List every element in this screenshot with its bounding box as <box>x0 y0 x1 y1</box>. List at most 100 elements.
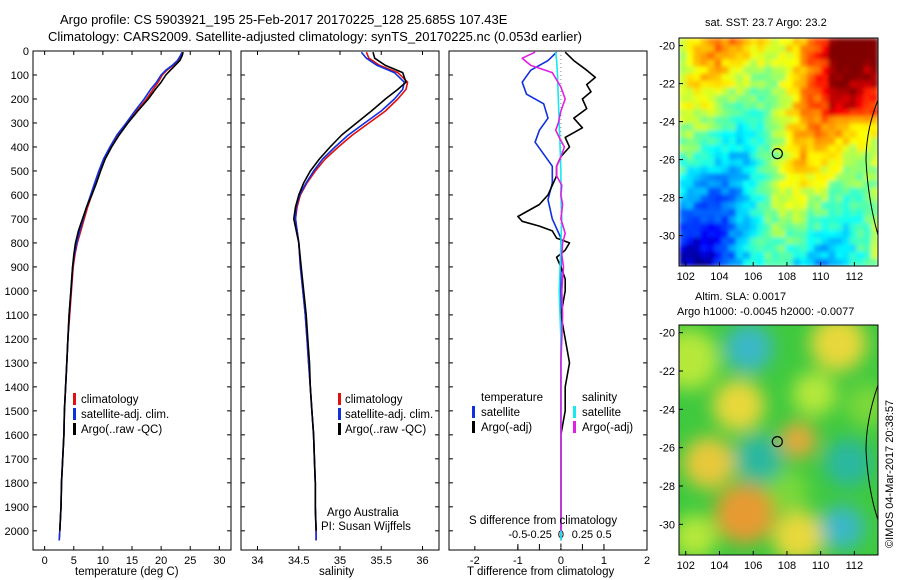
sst-cell <box>714 258 723 266</box>
sst-cell <box>806 166 815 174</box>
map-x-tick-label: 108 <box>778 271 796 283</box>
sst-cell <box>757 152 765 160</box>
sst-cell <box>714 144 723 153</box>
sst-cell <box>735 59 744 68</box>
sst-cell <box>870 223 878 231</box>
sst-cell <box>714 216 723 224</box>
sst-cell <box>742 251 751 260</box>
sst-cell <box>714 116 723 125</box>
sst-cell <box>863 73 872 82</box>
sst-cell <box>764 244 772 253</box>
sst-cell <box>821 80 829 89</box>
sst-cell <box>778 237 787 246</box>
map-y-tick-label: -26 <box>659 443 675 455</box>
sst-cell <box>778 201 787 210</box>
sst-cell <box>764 152 772 160</box>
sst-cell <box>757 159 765 167</box>
sst-cell <box>742 137 751 146</box>
sst-cell <box>721 52 730 60</box>
sst-cell <box>764 109 772 117</box>
sst-cell <box>728 137 737 146</box>
sst-cell <box>764 102 772 110</box>
sst-cell <box>686 116 694 125</box>
sst-cell <box>799 166 808 174</box>
sst-cell <box>700 230 709 239</box>
series-temperature-satellite <box>521 51 562 541</box>
sst-cell <box>742 159 751 167</box>
sst-cell <box>757 66 765 75</box>
sst-cell <box>686 144 694 153</box>
sst-cell <box>721 137 730 146</box>
sla-map-title-line2: Argo h1000: -0.0045 h2000: -0.0077 <box>677 306 854 318</box>
sst-cell <box>863 144 872 153</box>
sst-cell <box>707 216 716 224</box>
sst-cell <box>856 80 865 89</box>
sst-cell <box>707 173 716 182</box>
sst-cell <box>863 66 872 75</box>
sst-cell <box>806 223 815 231</box>
sst-cell <box>735 87 744 96</box>
sst-cell <box>806 194 815 203</box>
sst-cell <box>750 102 758 110</box>
sst-cell <box>714 80 723 89</box>
sst-cell <box>814 209 822 217</box>
sst-cell <box>686 109 694 117</box>
annotation-pi: PI: Susan Wijffels <box>321 521 411 533</box>
sst-cell <box>835 137 844 146</box>
sst-cell <box>863 102 872 110</box>
sst-cell <box>771 244 780 253</box>
sst-cell <box>870 137 878 146</box>
sst-cell <box>806 144 815 153</box>
sst-cell <box>764 66 772 75</box>
sst-cell <box>799 251 808 260</box>
sst-cell <box>785 66 794 75</box>
sst-cell <box>735 244 744 253</box>
sst-cell <box>792 80 801 89</box>
sst-cell <box>764 173 772 182</box>
sst-cell <box>870 194 878 203</box>
sst-cell <box>870 116 878 125</box>
sst-cell <box>693 109 701 117</box>
sst-cell <box>863 87 872 96</box>
sst-cell <box>700 166 709 174</box>
sst-cell <box>707 66 716 75</box>
sst-cell <box>835 123 844 132</box>
sst-cell <box>721 38 730 46</box>
sst-cell <box>814 109 822 117</box>
sst-cell <box>700 159 709 167</box>
sst-cell <box>707 102 716 110</box>
sla-blob <box>679 514 717 555</box>
sst-cell <box>785 123 794 132</box>
sst-cell <box>870 52 878 60</box>
sst-cell <box>842 180 851 189</box>
sst-cell <box>742 73 751 82</box>
legend-swatch-climatology <box>73 393 76 405</box>
sst-cell <box>870 87 878 96</box>
sst-cell <box>778 173 787 182</box>
sst-cell <box>707 251 716 260</box>
sst-cell <box>728 109 737 117</box>
sst-cell <box>735 52 744 60</box>
sst-cell <box>799 201 808 210</box>
sst-cell <box>707 152 716 160</box>
sst-cell <box>814 237 822 246</box>
series-temperature-argo-adj- <box>517 51 597 531</box>
sst-cell <box>785 95 794 103</box>
map-y-tick-label: -20 <box>659 41 675 53</box>
sst-cell <box>707 201 716 210</box>
sst-cell <box>735 237 744 246</box>
sst-cell <box>750 152 758 160</box>
sst-cell <box>856 87 865 96</box>
sst-cell <box>735 102 744 110</box>
sst-cell <box>814 166 822 174</box>
sst-cell <box>792 38 801 46</box>
sst-cell <box>750 123 758 132</box>
sst-cell <box>714 173 723 182</box>
sst-cell <box>742 38 751 46</box>
sst-cell <box>707 209 716 217</box>
sst-cell <box>870 159 878 167</box>
sst-cell <box>828 130 836 139</box>
sst-cell <box>828 38 836 46</box>
sst-cell <box>821 52 829 60</box>
sst-cell <box>806 187 815 196</box>
